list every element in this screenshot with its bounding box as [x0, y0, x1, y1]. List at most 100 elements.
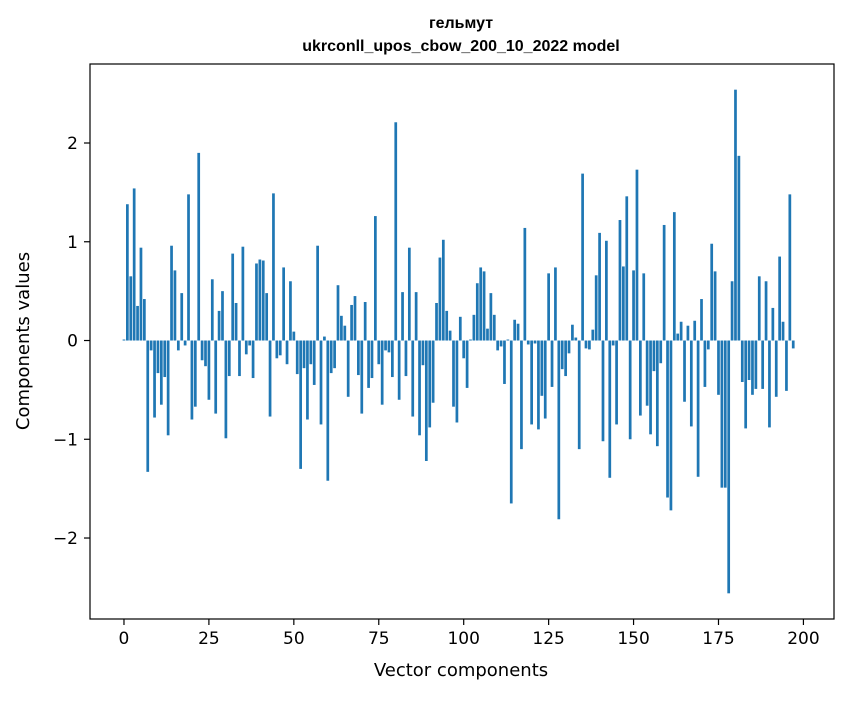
- bar-70: [360, 340, 364, 414]
- bar-33: [234, 302, 238, 341]
- bar-150: [632, 270, 635, 341]
- chart-title: гельмут: [429, 15, 493, 32]
- bar-1: [126, 204, 129, 341]
- bar-102: [469, 339, 472, 341]
- bar-182: [740, 340, 744, 382]
- bar-109: [492, 314, 496, 341]
- bar-111: [499, 340, 503, 347]
- bar-184: [747, 340, 751, 381]
- bar-16: [176, 340, 180, 351]
- x-tick-label: 150: [617, 629, 649, 649]
- bar-60: [326, 340, 330, 481]
- bar-134: [577, 340, 581, 450]
- bar-112: [503, 340, 506, 384]
- bar-73: [370, 340, 374, 379]
- bar-90: [428, 340, 432, 428]
- bar-103: [472, 314, 476, 341]
- x-tick-label: 50: [283, 629, 305, 649]
- bar-157: [655, 340, 659, 447]
- x-axis-label: Vector components: [374, 660, 548, 681]
- bar-183: [744, 340, 748, 429]
- bar-44: [272, 193, 275, 341]
- bar-46: [278, 340, 282, 356]
- bar-145: [615, 340, 618, 425]
- bar-159: [662, 224, 666, 341]
- bar-189: [764, 281, 768, 341]
- bar-21: [193, 340, 197, 407]
- bar-43: [268, 340, 272, 417]
- bar-116: [516, 323, 520, 341]
- bar-167: [689, 340, 693, 427]
- y-axis-ticks: −2 −1 0 1 2: [53, 134, 90, 549]
- bar-106: [482, 271, 486, 341]
- bar-163: [676, 333, 680, 341]
- bar-165: [683, 340, 686, 402]
- bar-35: [241, 246, 245, 341]
- bar-129: [560, 340, 564, 370]
- bar-31: [227, 340, 231, 377]
- bar-50: [292, 331, 296, 341]
- bar-122: [537, 340, 540, 430]
- bar-78: [387, 340, 391, 353]
- bar-130: [564, 340, 567, 377]
- bar-104: [475, 283, 479, 341]
- bar-135: [581, 173, 584, 341]
- bar-124: [543, 340, 547, 419]
- bar-154: [645, 340, 649, 406]
- bar-25: [207, 340, 211, 400]
- bar-66: [346, 340, 350, 397]
- bar-42: [265, 293, 269, 341]
- x-tick-label: 25: [198, 629, 220, 649]
- bar-168: [693, 320, 697, 341]
- bar-47: [282, 267, 285, 341]
- bar-148: [625, 196, 629, 341]
- x-tick-label: 75: [368, 629, 390, 649]
- bar-190: [768, 340, 771, 428]
- bar-57: [316, 245, 319, 341]
- bar-139: [594, 275, 598, 341]
- bar-98: [455, 340, 459, 423]
- bar-29: [221, 291, 224, 341]
- bar-186: [754, 340, 758, 389]
- bar-61: [329, 340, 333, 374]
- bar-45: [275, 340, 279, 359]
- bar-75: [377, 340, 381, 365]
- y-tick-label: −1: [53, 430, 78, 450]
- bar-58: [319, 340, 323, 425]
- bar-192: [774, 340, 778, 397]
- bar-84: [407, 247, 411, 341]
- bar-156: [652, 340, 656, 372]
- bar-41: [261, 260, 265, 341]
- bar-95: [445, 310, 449, 341]
- bar-169: [696, 340, 700, 477]
- bar-97: [452, 340, 455, 407]
- bar-118: [523, 227, 527, 341]
- bar-120: [530, 340, 533, 425]
- bar-20: [190, 340, 194, 420]
- bar-180: [734, 89, 737, 341]
- bar-54: [306, 340, 309, 420]
- bar-6: [143, 299, 146, 341]
- bar-107: [486, 328, 489, 341]
- bar-132: [571, 324, 574, 341]
- bar-49: [289, 281, 292, 341]
- bar-193: [778, 256, 781, 341]
- bar-81: [397, 340, 401, 400]
- bar-67: [350, 304, 353, 341]
- bar-13: [166, 340, 170, 436]
- bar-127: [554, 267, 557, 341]
- bar-143: [608, 340, 612, 478]
- bar-34: [238, 340, 241, 377]
- bar-22: [197, 152, 201, 341]
- bar-105: [479, 267, 483, 341]
- bar-5: [139, 247, 143, 341]
- bar-83: [404, 340, 408, 377]
- bar-162: [672, 212, 676, 341]
- chart-subtitle: ukrconll_upos_cbow_200_10_2022 model: [302, 38, 619, 55]
- x-axis-ticks: 0 25 50 75 100 125 150 175 200: [119, 619, 820, 649]
- bar-146: [618, 220, 622, 341]
- bar-178: [727, 340, 731, 594]
- y-tick-label: 1: [67, 233, 78, 253]
- bar-142: [605, 240, 608, 341]
